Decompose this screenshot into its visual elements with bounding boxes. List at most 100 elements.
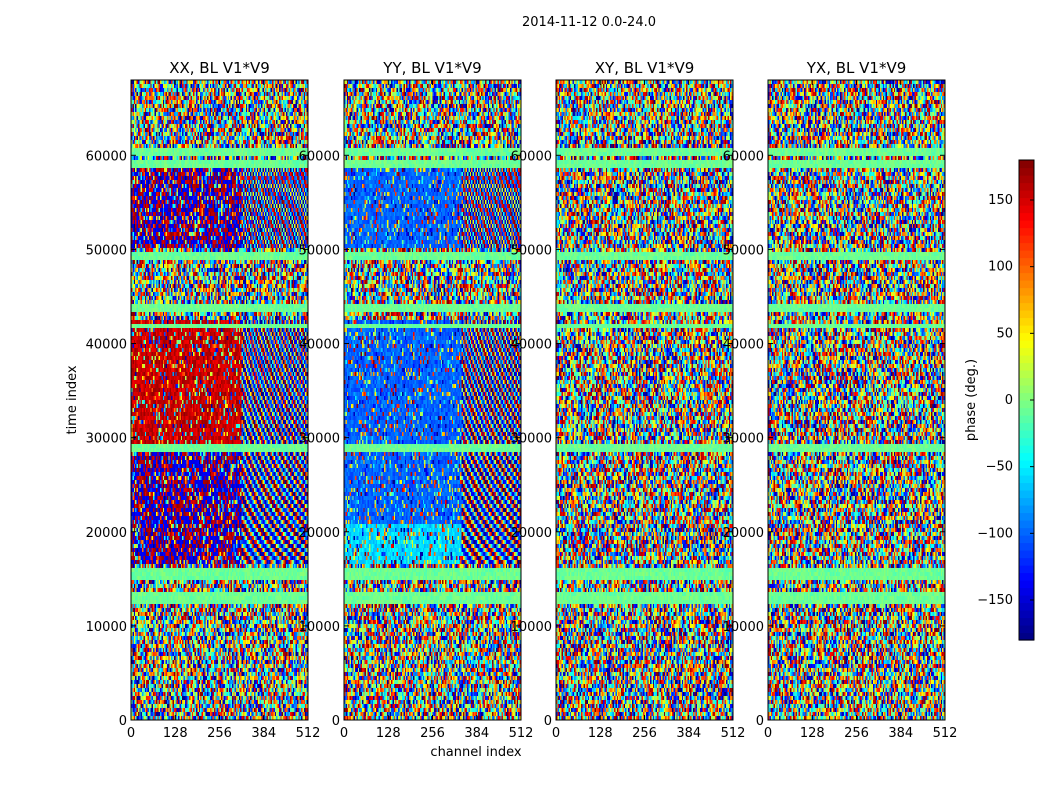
colorbar-segment bbox=[1019, 317, 1034, 326]
heatmap-image bbox=[556, 80, 733, 720]
panel-title: XY, BL V1*V9 bbox=[595, 59, 695, 77]
colorbar-segment bbox=[1019, 587, 1034, 596]
colorbar-label: phase (deg.) bbox=[964, 359, 979, 441]
y-tick-label: 20000 bbox=[723, 526, 764, 541]
colorbar-segment bbox=[1019, 460, 1034, 469]
colorbar-segment bbox=[1019, 542, 1034, 551]
colorbar-segment bbox=[1019, 182, 1034, 191]
x-tick-label: 256 bbox=[420, 726, 445, 741]
x-tick-label: 384 bbox=[676, 726, 701, 741]
colorbar-segment bbox=[1019, 205, 1034, 214]
x-tick-label: 512 bbox=[721, 726, 746, 741]
colorbar-segment bbox=[1019, 437, 1034, 446]
panel-3: XY, BL V1*V9 0 128 256 384 512 0 10000 20000 3000… bbox=[511, 59, 746, 741]
y-tick-label: 30000 bbox=[723, 432, 764, 447]
colorbar-tick-label: −150 bbox=[977, 593, 1013, 608]
colorbar-segment bbox=[1019, 235, 1034, 244]
colorbar-segment bbox=[1019, 617, 1034, 626]
colorbar-segment bbox=[1019, 505, 1034, 514]
y-tick-label: 30000 bbox=[511, 432, 552, 447]
x-tick-label: 128 bbox=[800, 726, 825, 741]
colorbar-segment bbox=[1019, 280, 1034, 289]
x-tick-label: 512 bbox=[933, 726, 958, 741]
y-tick-label: 20000 bbox=[86, 526, 127, 541]
colorbar-segment bbox=[1019, 212, 1034, 221]
colorbar-segment bbox=[1019, 632, 1034, 641]
colorbar-segment bbox=[1019, 595, 1034, 604]
colorbar-segment bbox=[1019, 445, 1034, 454]
colorbar-segment bbox=[1019, 520, 1034, 529]
y-tick-label: 10000 bbox=[86, 620, 127, 635]
colorbar-segment bbox=[1019, 557, 1034, 566]
colorbar-segment bbox=[1019, 490, 1034, 499]
y-tick-label: 0 bbox=[756, 714, 764, 729]
colorbar-segment bbox=[1019, 550, 1034, 559]
colorbar-segment bbox=[1019, 385, 1034, 394]
colorbar-tick-label: −100 bbox=[977, 526, 1013, 541]
colorbar-segment bbox=[1019, 175, 1034, 184]
colorbar-segment bbox=[1019, 325, 1034, 334]
heatmap-image bbox=[131, 80, 308, 720]
colorbar-segment bbox=[1019, 572, 1034, 581]
colorbar-segment bbox=[1019, 625, 1034, 634]
x-tick-label: 384 bbox=[464, 726, 489, 741]
colorbar-tick-label: 150 bbox=[988, 193, 1013, 208]
x-tick-label: 256 bbox=[844, 726, 869, 741]
colorbar-segment bbox=[1019, 370, 1034, 379]
y-tick-label: 0 bbox=[544, 714, 552, 729]
colorbar-segment bbox=[1019, 610, 1034, 619]
colorbar-segment bbox=[1019, 512, 1034, 521]
colorbar-segment bbox=[1019, 302, 1034, 311]
colorbar-segment bbox=[1019, 535, 1034, 544]
colorbar-segment bbox=[1019, 452, 1034, 461]
colorbar-segment bbox=[1019, 340, 1034, 349]
colorbar-segment bbox=[1019, 272, 1034, 281]
y-tick-label: 10000 bbox=[723, 620, 764, 635]
colorbar-segment bbox=[1019, 257, 1034, 266]
colorbar-segment bbox=[1019, 220, 1034, 229]
colorbar-segment bbox=[1019, 295, 1034, 304]
colorbar-segment bbox=[1019, 580, 1034, 589]
colorbar-segment bbox=[1019, 242, 1034, 251]
colorbar-segment bbox=[1019, 347, 1034, 356]
x-tick-label: 0 bbox=[127, 726, 135, 741]
panels: XX, BL V1*V9 0 128 256 384 512 0 10000 20000 3000… bbox=[86, 59, 958, 741]
colorbar-segment bbox=[1019, 430, 1034, 439]
y-tick-label: 60000 bbox=[299, 149, 340, 164]
colorbar-segment bbox=[1019, 310, 1034, 319]
y-tick-label: 50000 bbox=[299, 243, 340, 258]
x-tick-label: 256 bbox=[207, 726, 232, 741]
colorbar-segment bbox=[1019, 265, 1034, 274]
colorbar-segment bbox=[1019, 527, 1034, 536]
y-tick-label: 50000 bbox=[511, 243, 552, 258]
colorbar-segment bbox=[1019, 602, 1034, 611]
x-tick-label: 128 bbox=[163, 726, 188, 741]
y-tick-label: 40000 bbox=[86, 338, 127, 353]
colorbar-tick-label: −50 bbox=[986, 460, 1013, 475]
panel-2: YY, BL V1*V9 0 128 256 384 512 0 10000 20000 3000… bbox=[299, 59, 534, 741]
colorbar-segment bbox=[1019, 415, 1034, 424]
x-tick-label: 0 bbox=[552, 726, 560, 741]
colorbar-segment bbox=[1019, 355, 1034, 364]
colorbar-segment bbox=[1019, 287, 1034, 296]
x-tick-label: 256 bbox=[632, 726, 657, 741]
y-tick-label: 50000 bbox=[723, 243, 764, 258]
colorbar-segment bbox=[1019, 407, 1034, 416]
x-tick-label: 0 bbox=[764, 726, 772, 741]
y-tick-label: 10000 bbox=[299, 620, 340, 635]
y-tick-label: 30000 bbox=[86, 432, 127, 447]
x-tick-label: 128 bbox=[376, 726, 401, 741]
colorbar-segment bbox=[1019, 565, 1034, 574]
y-tick-label: 40000 bbox=[511, 338, 552, 353]
colorbar-segment bbox=[1019, 400, 1034, 409]
heatmap-image bbox=[344, 80, 521, 720]
colorbar-segment bbox=[1019, 422, 1034, 431]
panel-title: YX, BL V1*V9 bbox=[806, 59, 907, 77]
y-axis-label: time index bbox=[65, 365, 80, 434]
colorbar-segment bbox=[1019, 190, 1034, 199]
y-tick-label: 60000 bbox=[86, 149, 127, 164]
panel-1: XX, BL V1*V9 0 128 256 384 512 0 10000 20000 3000… bbox=[86, 59, 321, 741]
colorbar: −150 −100 −50 0 50 100 150 bbox=[977, 159, 1035, 641]
y-tick-label: 60000 bbox=[511, 149, 552, 164]
colorbar-segment bbox=[1019, 467, 1034, 476]
